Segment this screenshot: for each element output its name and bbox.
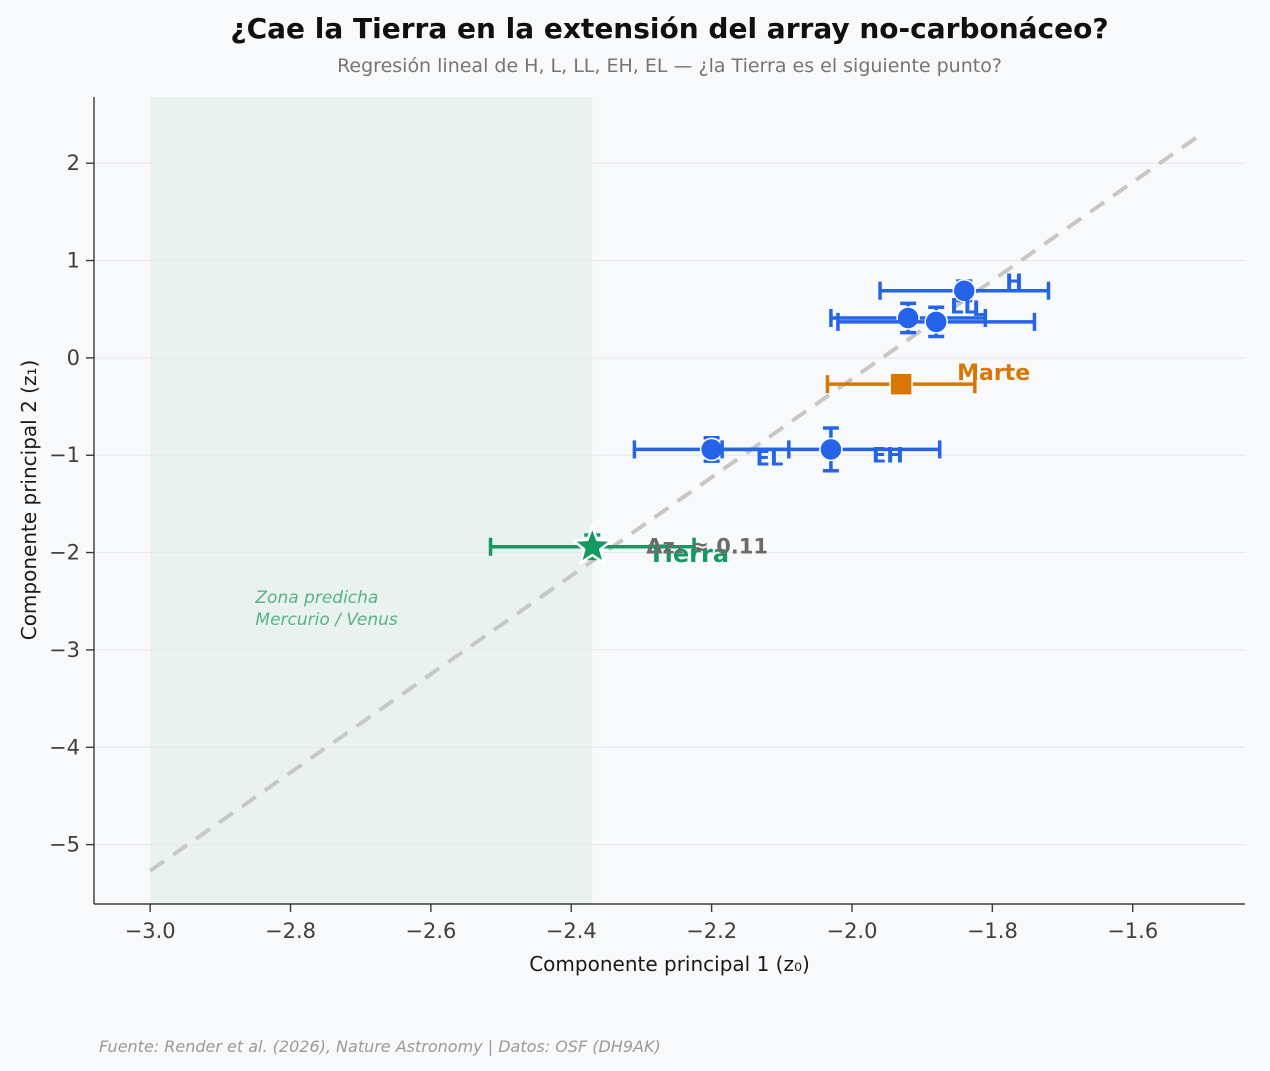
residual-annotation: Δz₁ ≈ 0.11 [646,535,768,559]
y-tick-label: −2 [49,541,80,565]
point-EL [699,437,724,462]
y-tick-label: 0 [67,346,80,370]
y-tick-label: −4 [49,735,80,759]
x-axis-label: Componente principal 1 (z₀) [529,952,810,976]
chart-subtitle: Regresión lineal de H, L, LL, EH, EL — ¿… [337,55,1002,77]
x-tick-label: −1.8 [967,919,1018,943]
x-tick-label: −2.2 [686,919,737,943]
x-tick-label: −2.8 [265,919,316,943]
predicted-zone [150,97,593,904]
y-tick-label: −5 [49,833,80,857]
x-tick-label: −2.4 [546,919,597,943]
point-label-L: L [972,297,985,321]
point-Marte [889,372,913,396]
x-tick-label: −1.6 [1107,919,1158,943]
point-H [952,278,977,303]
point-Tierra [572,525,613,565]
point-label-LL: LL [950,294,977,318]
x-tick-label: −2.6 [405,919,456,943]
x-tick-label: −3.0 [125,919,176,943]
source-caption: Fuente: Render et al. (2026), Nature Ast… [99,1037,661,1056]
zone-label: Zona predicha [254,588,378,608]
point-LL [896,306,920,330]
point-label-Tierra: Tierra [648,540,729,568]
zone-label: Mercurio / Venus [255,610,398,630]
point-label-H: H [1005,270,1023,294]
y-tick-label: 2 [67,151,80,175]
trendline [148,131,1205,873]
x-tick-label: −2.0 [826,919,877,943]
point-L [924,310,948,334]
y-tick-label: 1 [67,249,80,273]
chart-title: ¿Cae la Tierra en la extensión del array… [230,12,1109,45]
y-tick-label: −3 [49,638,80,662]
y-axis-label: Componente principal 2 (z₁) [17,359,41,641]
y-tick-label: −1 [49,443,80,467]
point-EH [819,437,843,462]
point-label-EH: EH [872,444,904,468]
point-label-Marte: Marte [957,361,1030,386]
